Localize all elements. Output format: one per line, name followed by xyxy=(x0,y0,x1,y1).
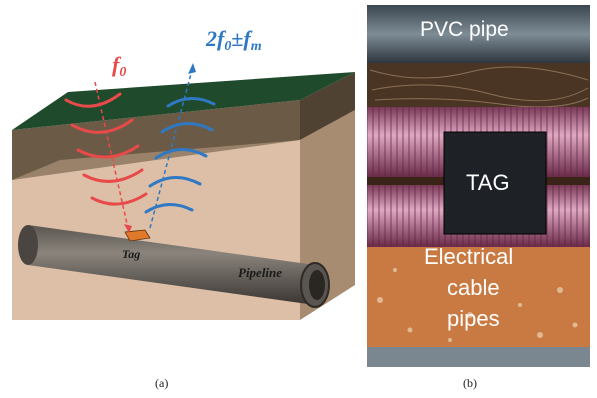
clay-soil xyxy=(367,247,590,347)
caption-b: (b) xyxy=(463,376,477,390)
label-tag: Tag xyxy=(122,247,140,261)
label-2f0-fm: 2f0±fm xyxy=(205,26,262,54)
pipeline xyxy=(28,225,315,305)
soil-speckles xyxy=(377,268,578,342)
up-wave-2 xyxy=(160,122,214,134)
bottom-pipe xyxy=(367,347,590,367)
pipeline-end-left xyxy=(18,225,38,265)
up-signal-waves xyxy=(144,97,216,214)
label-f0: f0 xyxy=(112,52,126,80)
down-wave-5 xyxy=(90,192,148,206)
grass-surface xyxy=(12,72,355,130)
up-signal-path xyxy=(149,69,193,229)
label-pipes: pipes xyxy=(447,306,500,331)
caption-a: (a) xyxy=(155,376,169,390)
down-wave-3 xyxy=(76,144,140,159)
soil-dark-band-side xyxy=(300,72,355,140)
label-tag-box: TAG xyxy=(466,170,510,195)
soil-inner-shade xyxy=(12,140,300,180)
tag-box xyxy=(443,131,547,235)
panel-a: f0 2f0±fm Tag Pipeline xyxy=(12,26,355,320)
label-pipeline: Pipeline xyxy=(238,265,282,280)
up-wave-5 xyxy=(144,203,194,214)
up-wave-3 xyxy=(154,148,208,160)
down-signal-waves xyxy=(64,92,148,206)
up-wave-1 xyxy=(166,97,216,108)
tag-marker xyxy=(124,229,151,242)
label-electrical: Electrical xyxy=(424,244,513,269)
down-wave-1 xyxy=(64,92,122,108)
up-wave-4 xyxy=(148,176,202,188)
down-signal-arrowhead xyxy=(124,224,132,233)
down-wave-4 xyxy=(82,168,144,183)
up-signal-arrowhead xyxy=(188,63,196,74)
down-signal-path xyxy=(94,81,129,229)
root-strands xyxy=(369,66,589,108)
panel-b: PVC pipe TAG Electrical cable pipes xyxy=(367,5,590,367)
pvc-pipe xyxy=(367,5,590,63)
pipeline-opening xyxy=(309,270,325,300)
label-pvc-pipe: PVC pipe xyxy=(420,18,509,41)
down-wave-2 xyxy=(70,118,134,134)
label-cable: cable xyxy=(447,275,500,300)
